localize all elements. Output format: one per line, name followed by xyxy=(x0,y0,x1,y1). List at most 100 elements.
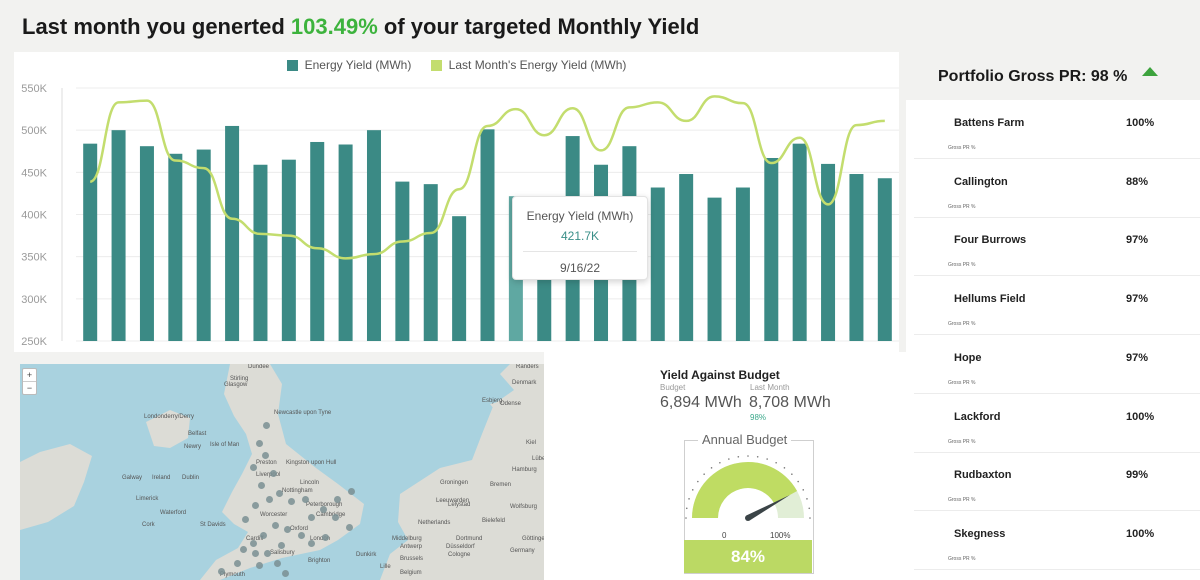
bar[interactable] xyxy=(849,174,864,341)
bar[interactable] xyxy=(792,143,807,341)
map-place-label: Galway xyxy=(122,475,143,481)
zoom-out-button[interactable]: − xyxy=(23,381,36,394)
bar[interactable] xyxy=(821,163,836,341)
bar[interactable] xyxy=(480,129,495,341)
gauge-tick xyxy=(691,489,694,491)
gauge-tick xyxy=(791,473,793,475)
site-map[interactable]: + − Dundee Stirling Glasgow Randers Denmark E… xyxy=(20,364,544,580)
bar[interactable] xyxy=(366,130,381,341)
site-marker[interactable] xyxy=(263,422,270,429)
site-marker[interactable] xyxy=(264,550,271,557)
site-marker[interactable] xyxy=(260,532,267,539)
site-marker[interactable] xyxy=(258,482,265,489)
site-marker[interactable] xyxy=(348,488,355,495)
legend-item-last-month[interactable]: Last Month's Energy Yield (MWh) xyxy=(430,58,626,72)
site-row[interactable]: Callington 88% Gross PR % xyxy=(914,159,1200,218)
site-marker[interactable] xyxy=(240,546,247,553)
site-marker[interactable] xyxy=(332,514,339,521)
legend-item-energy-yield[interactable]: Energy Yield (MWh) xyxy=(286,58,411,72)
portfolio-title: Portfolio Gross PR: 98 % xyxy=(938,68,1128,85)
tooltip-date: 9/16/22 xyxy=(559,261,601,275)
bar[interactable] xyxy=(253,164,268,341)
bar[interactable] xyxy=(877,178,892,341)
site-marker[interactable] xyxy=(252,550,259,557)
bar[interactable] xyxy=(310,141,325,341)
bar[interactable] xyxy=(338,144,353,341)
site-marker[interactable] xyxy=(256,562,263,569)
site-marker[interactable] xyxy=(252,502,259,509)
site-marker[interactable] xyxy=(346,524,353,531)
bar[interactable] xyxy=(139,146,154,341)
site-marker[interactable] xyxy=(256,440,263,447)
site-marker[interactable] xyxy=(250,540,257,547)
site-marker[interactable] xyxy=(266,496,273,503)
bar[interactable] xyxy=(196,149,211,341)
bar[interactable] xyxy=(650,187,665,341)
site-row[interactable]: Lackford 100% Gross PR % xyxy=(914,394,1200,453)
bar[interactable] xyxy=(423,184,438,341)
last-month-line xyxy=(89,95,885,260)
gauge-tick xyxy=(775,461,777,464)
site-marker[interactable] xyxy=(242,516,249,523)
site-marker[interactable] xyxy=(334,496,341,503)
site-marker[interactable] xyxy=(302,496,309,503)
bar[interactable] xyxy=(707,197,722,341)
gauge-fill xyxy=(692,462,798,518)
site-marker[interactable] xyxy=(250,464,257,471)
map-place-label: Cork xyxy=(142,522,155,528)
y-tick-label: 250K xyxy=(21,336,47,348)
bar[interactable] xyxy=(395,181,410,341)
site-row[interactable]: Rudbaxton 99% Gross PR % xyxy=(914,452,1200,512)
site-row[interactable]: Skegness 100% Gross PR % xyxy=(914,511,1200,570)
portfolio-panel: Portfolio Gross PR: 98 % Battens Farm 100… xyxy=(906,52,1200,580)
bar[interactable] xyxy=(452,216,467,341)
bar[interactable] xyxy=(83,143,98,341)
bar[interactable] xyxy=(281,159,296,341)
site-marker[interactable] xyxy=(278,542,285,549)
map-place-label: Brussels xyxy=(400,556,424,562)
site-row[interactable]: Hellums Field 97% Gross PR % xyxy=(914,276,1200,336)
y-tick-label: 500K xyxy=(21,125,47,137)
site-row[interactable]: Hope 97% Gross PR % xyxy=(914,335,1200,394)
site-marker[interactable] xyxy=(218,568,225,575)
site-marker[interactable] xyxy=(298,532,305,539)
site-pr-label: Gross PR % xyxy=(948,145,976,151)
map-place-label: Göttingen xyxy=(522,536,544,542)
map-place-label: Leeuwarden xyxy=(436,498,470,504)
bar[interactable] xyxy=(111,130,126,341)
site-marker[interactable] xyxy=(282,570,289,577)
site-marker[interactable] xyxy=(320,506,327,513)
bar[interactable] xyxy=(679,174,694,341)
site-marker[interactable] xyxy=(234,560,241,567)
site-marker[interactable] xyxy=(284,526,291,533)
site-marker[interactable] xyxy=(308,514,315,521)
bar[interactable] xyxy=(764,157,779,341)
zoom-in-button[interactable]: + xyxy=(26,370,33,380)
site-row[interactable]: Four Burrows 97% Gross PR % xyxy=(914,217,1200,277)
site-marker[interactable] xyxy=(288,498,295,505)
site-marker[interactable] xyxy=(308,540,315,547)
budget-value: 6,894 MWh xyxy=(660,394,742,411)
bar[interactable] xyxy=(225,125,240,341)
triangle-up-icon[interactable] xyxy=(1142,67,1158,76)
site-marker[interactable] xyxy=(276,490,283,497)
y-tick-label: 400K xyxy=(21,210,47,222)
map-place-label: Worcester xyxy=(260,512,288,518)
site-marker[interactable] xyxy=(270,470,277,477)
gauge-tick xyxy=(697,480,699,483)
site-marker[interactable] xyxy=(262,452,269,459)
site-name: Callington xyxy=(954,175,1008,188)
bar[interactable] xyxy=(735,187,750,341)
map-place-label: Denmark xyxy=(512,380,537,386)
site-name: Battens Farm xyxy=(954,117,1025,129)
bar[interactable] xyxy=(168,153,183,341)
map-place-label: Plymouth xyxy=(220,572,246,578)
map-place-label: Newry xyxy=(184,444,202,450)
site-marker[interactable] xyxy=(272,522,279,529)
map-place-label: Dundee xyxy=(248,364,270,370)
gauge-max-label: 100% xyxy=(770,531,790,540)
map-place-label: Isle of Man xyxy=(210,442,240,448)
site-marker[interactable] xyxy=(322,534,329,541)
site-row[interactable]: Battens Farm 100% Gross PR % xyxy=(914,100,1200,159)
site-marker[interactable] xyxy=(274,560,281,567)
